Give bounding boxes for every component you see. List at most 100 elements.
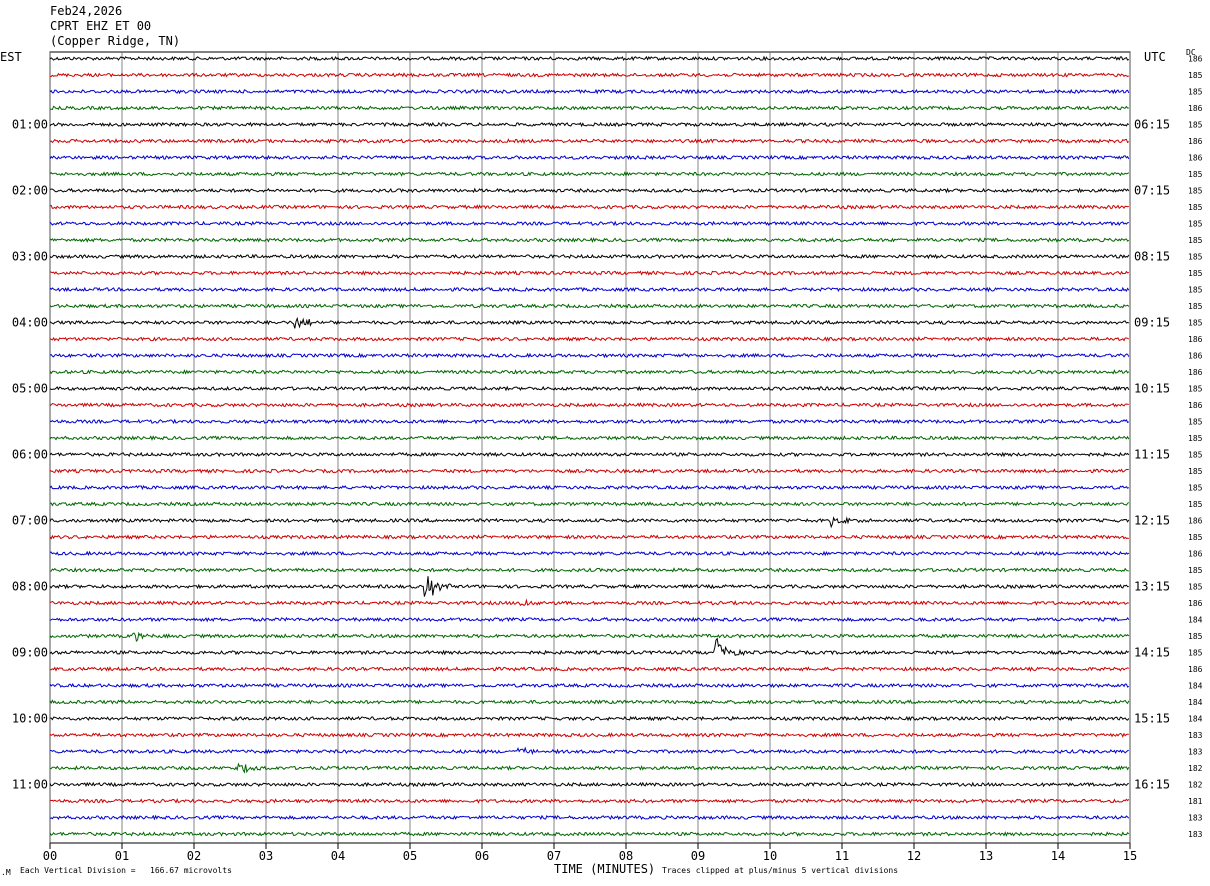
dc-offset-label-47: 183 [1188, 830, 1203, 839]
est-hour-label-6: 07:00 [12, 514, 48, 528]
trace-line-7 [49, 171, 1130, 177]
utc-hour-label-6: 12:15 [1134, 514, 1170, 528]
dc-offset-label-35: 185 [1188, 632, 1203, 641]
est-hour-label-8: 09:00 [12, 646, 48, 660]
dc-offset-label-15: 185 [1188, 302, 1203, 311]
dc-offset-label-30: 186 [1188, 550, 1203, 559]
dc-offset-label-33: 186 [1188, 599, 1203, 608]
dc-offset-label-22: 185 [1188, 418, 1203, 427]
dc-offset-label-0: 186 [1188, 55, 1203, 64]
x-tick-label-02: 02 [187, 849, 201, 863]
scale-value: 166.67 microvolts [150, 866, 232, 875]
dc-offset-label-40: 184 [1188, 715, 1203, 724]
utc-hour-label-0: 06:15 [1134, 118, 1170, 132]
scale-prefix: Each Vertical Division = [20, 866, 136, 875]
trace-line-28 [49, 516, 1130, 529]
trace-line-1 [50, 72, 1130, 78]
trace-line-21 [49, 402, 1129, 408]
trace-line-31 [49, 567, 1129, 573]
dc-offset-label-38: 184 [1188, 682, 1203, 691]
trace-line-42 [49, 746, 1129, 756]
x-tick-label-03: 03 [259, 849, 273, 863]
dc-offset-label-3: 186 [1188, 104, 1203, 113]
dc-offset-label-46: 183 [1188, 814, 1203, 823]
dc-offset-label-26: 185 [1188, 484, 1203, 493]
trace-line-3 [49, 105, 1129, 111]
est-hour-label-2: 03:00 [12, 250, 48, 264]
trace-line-34 [49, 616, 1130, 623]
trace-line-37 [50, 666, 1130, 672]
x-tick-label-15: 15 [1123, 849, 1137, 863]
plot-frame [49, 51, 1131, 844]
dc-offset-label-20: 185 [1188, 385, 1203, 394]
utc-hour-label-8: 14:15 [1134, 646, 1170, 660]
trace-line-46 [49, 814, 1130, 821]
utc-hour-label-9: 15:15 [1134, 712, 1170, 726]
trace-line-24 [49, 451, 1130, 458]
utc-zone-label: UTC [1144, 50, 1166, 64]
dc-offset-label-18: 186 [1188, 352, 1203, 361]
dc-offset-label-7: 185 [1188, 170, 1203, 179]
trace-line-22 [49, 418, 1130, 425]
dc-offset-label-8: 185 [1188, 187, 1203, 196]
dc-offset-label-1: 185 [1188, 71, 1203, 80]
est-hour-label-7: 08:00 [12, 580, 48, 594]
utc-hour-label-4: 10:15 [1134, 382, 1170, 396]
trace-line-36 [49, 637, 1130, 657]
utc-hour-label-5: 11:15 [1134, 448, 1170, 462]
header-date: Feb24,2026 [50, 4, 123, 18]
dc-offset-label-11: 185 [1188, 236, 1203, 245]
trace-line-19 [49, 369, 1130, 375]
trace-line-29 [49, 534, 1129, 540]
trace-line-16 [49, 316, 1130, 329]
x-tick-label-07: 07 [547, 849, 561, 863]
dc-offset-label-29: 185 [1188, 533, 1203, 542]
est-hour-label-3: 04:00 [12, 316, 48, 330]
trace-line-20 [49, 385, 1130, 392]
x-tick-label-08: 08 [619, 849, 633, 863]
dc-offset-label-21: 186 [1188, 401, 1203, 410]
header-station: CPRT EHZ ET 00 [50, 19, 152, 33]
dc-offset-label-28: 186 [1188, 517, 1203, 526]
trace-line-39 [49, 699, 1130, 705]
x-tick-label-00: 00 [43, 849, 57, 863]
utc-hour-label-10: 16:15 [1134, 778, 1170, 792]
x-tick-label-06: 06 [475, 849, 489, 863]
dc-offset-label-4: 185 [1188, 121, 1203, 130]
dc-offset-label-13: 185 [1188, 269, 1203, 278]
dc-offset-label-12: 185 [1188, 253, 1203, 262]
x-tick-label-10: 10 [763, 849, 777, 863]
trace-line-8 [49, 187, 1130, 194]
footer-mark: .M [1, 868, 11, 877]
est-hour-label-0: 01:00 [12, 118, 48, 132]
dc-offset-label-43: 182 [1188, 764, 1203, 773]
dc-offset-label-45: 181 [1188, 797, 1203, 806]
dc-offset-label-24: 185 [1188, 451, 1203, 460]
utc-hour-label-2: 08:15 [1134, 250, 1170, 264]
dc-offset-label-39: 184 [1188, 698, 1203, 707]
trace-line-9 [49, 204, 1129, 210]
dc-offset-label-14: 185 [1188, 286, 1203, 295]
trace-line-6 [49, 154, 1130, 161]
trace-line-2 [49, 88, 1130, 95]
dc-offset-label-42: 183 [1188, 748, 1203, 757]
trace-line-26 [49, 484, 1130, 491]
dc-offset-label-19: 186 [1188, 368, 1203, 377]
x-tick-label-09: 09 [691, 849, 705, 863]
trace-line-35 [49, 631, 1130, 642]
dc-offset-label-41: 183 [1188, 731, 1203, 740]
dc-offset-label-25: 185 [1188, 467, 1203, 476]
dc-offset-label-44: 182 [1188, 781, 1203, 790]
x-tick-label-11: 11 [835, 849, 849, 863]
est-hour-label-9: 10:00 [12, 712, 48, 726]
header-location: (Copper Ridge, TN) [50, 34, 181, 48]
trace-line-27 [49, 501, 1130, 507]
dc-offset-label-23: 185 [1188, 434, 1203, 443]
trace-line-5 [49, 138, 1130, 144]
dc-offset-label-27: 185 [1188, 500, 1203, 509]
x-tick-label-01: 01 [115, 849, 129, 863]
x-tick-label-13: 13 [979, 849, 993, 863]
trace-line-23 [49, 435, 1130, 442]
utc-hour-label-7: 13:15 [1134, 580, 1170, 594]
